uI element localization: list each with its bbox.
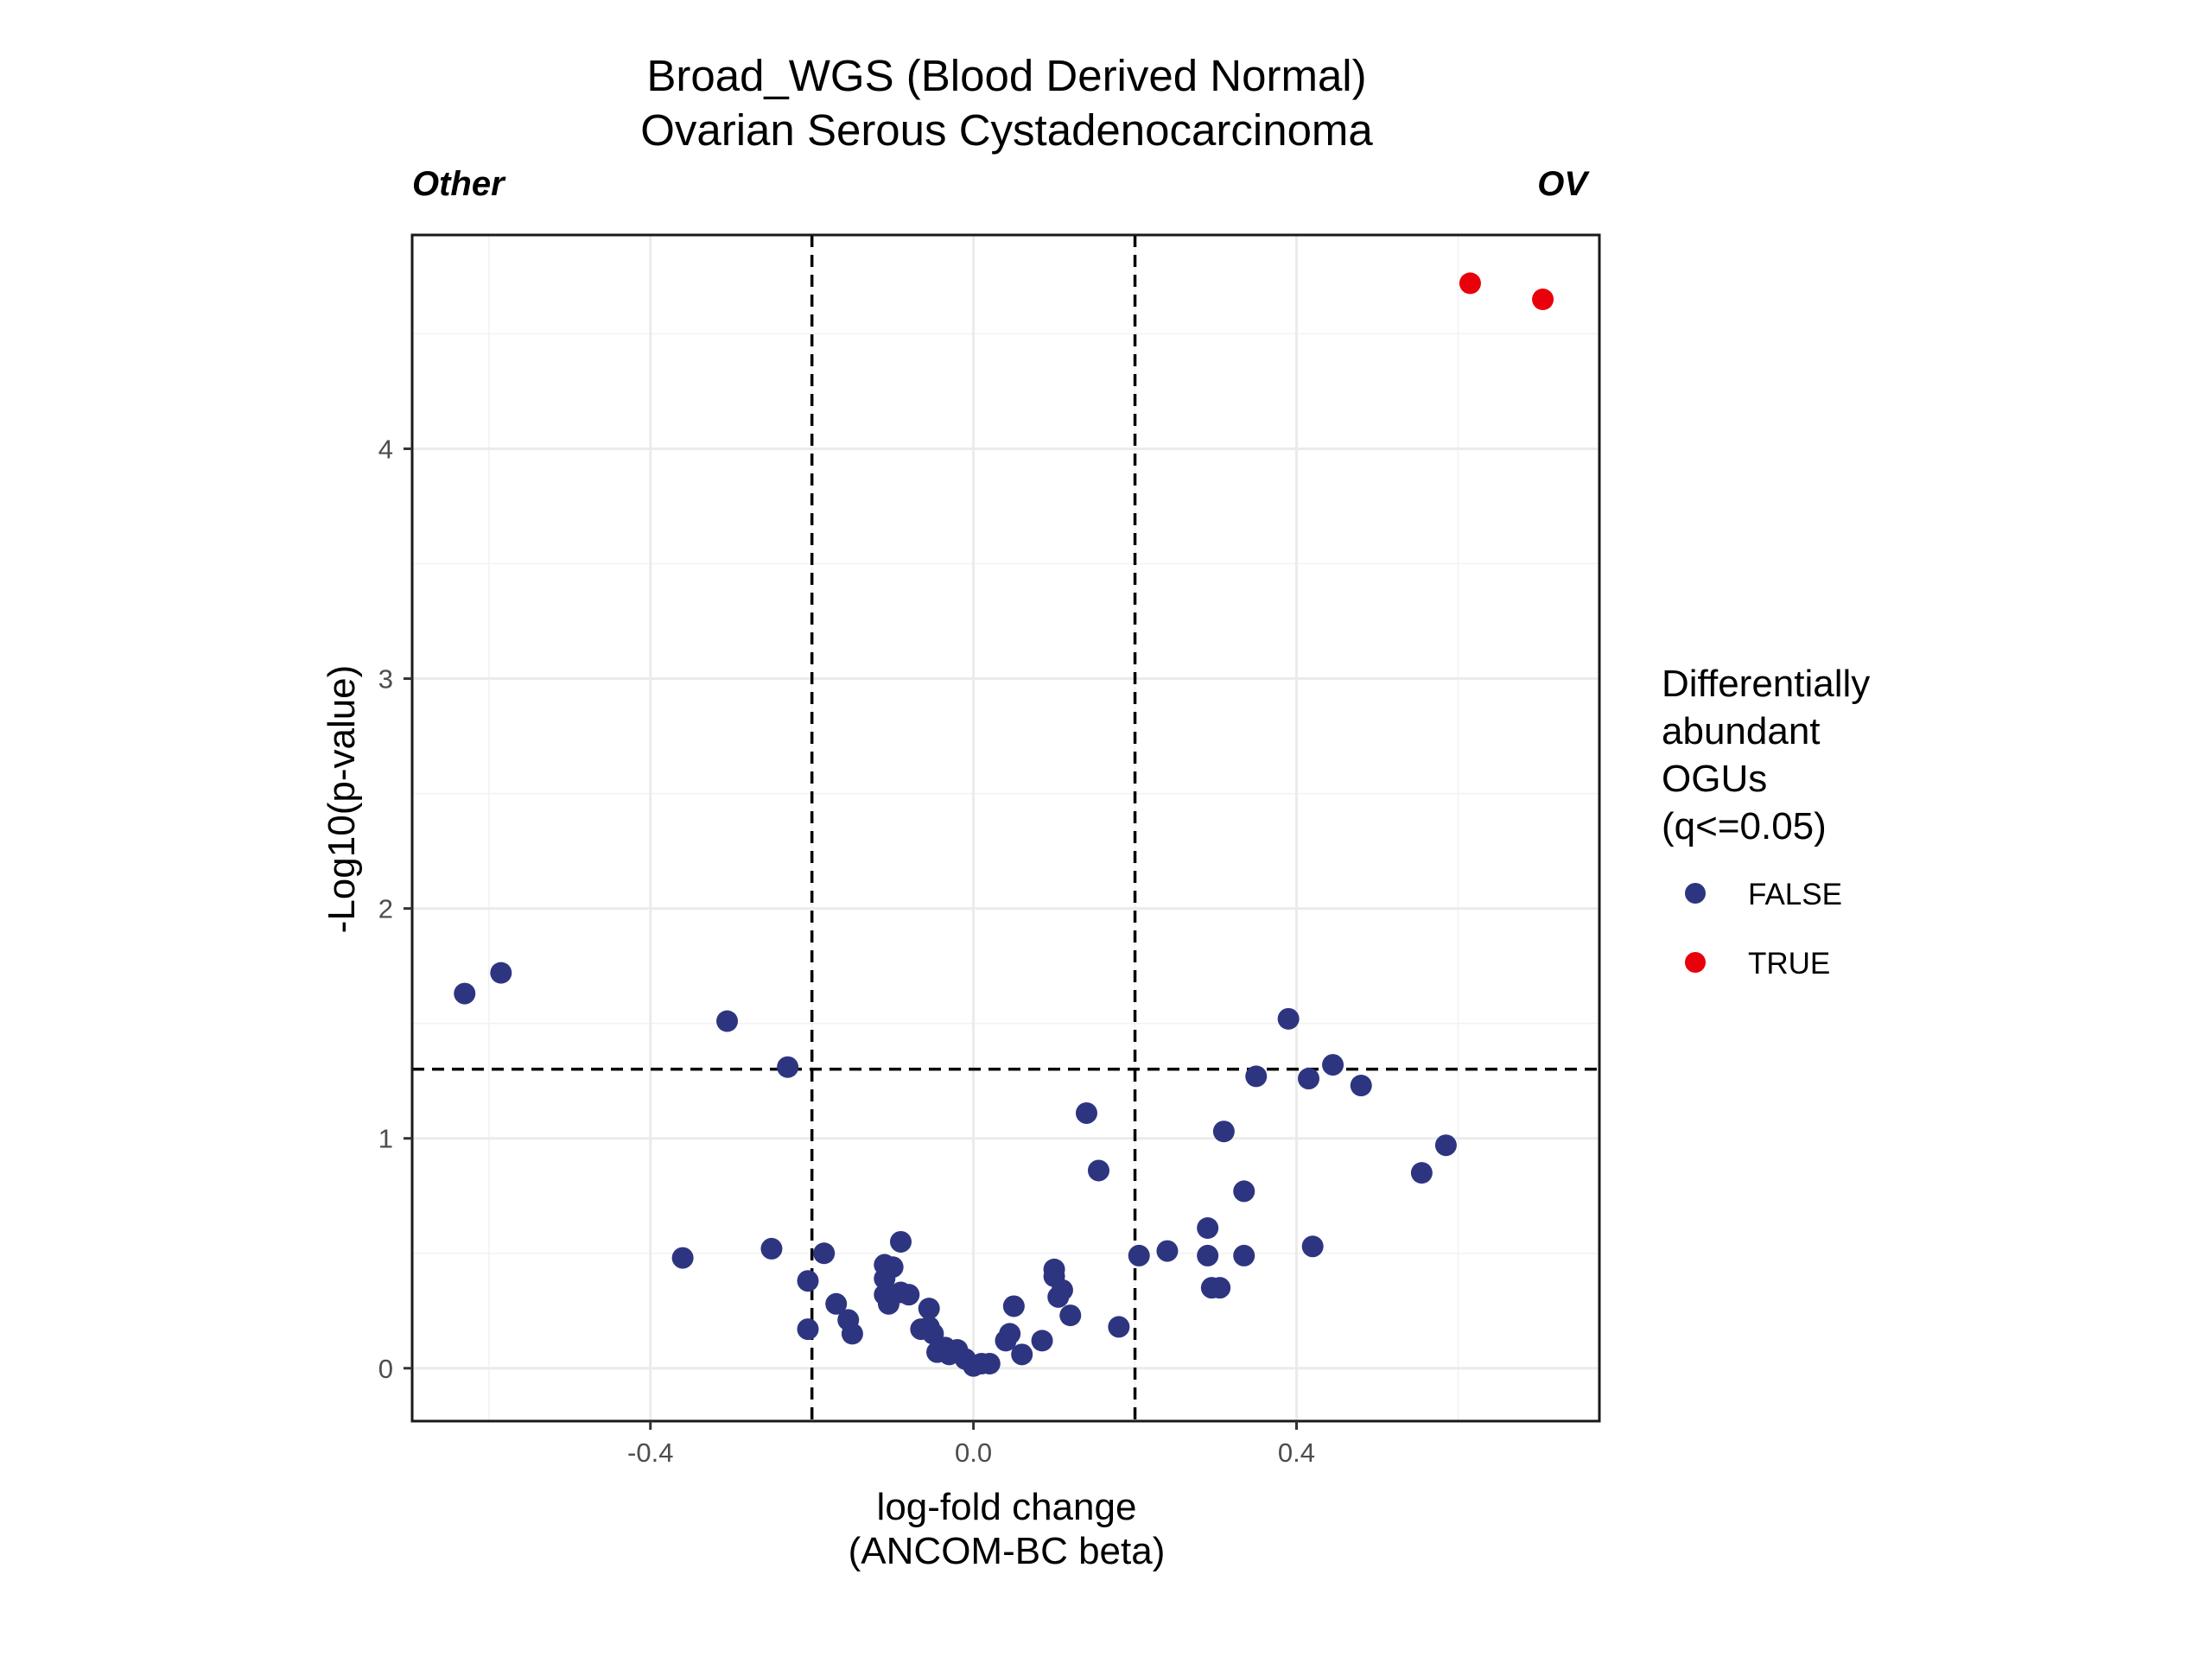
data-point-false [1128, 1244, 1150, 1266]
chart-subtitle: Ovarian Serous Cystadenocarcinoma [640, 105, 1373, 155]
data-point-false [1031, 1330, 1053, 1352]
legend-key-false [1685, 883, 1706, 904]
data-point-false [978, 1352, 1001, 1374]
data-point-false [490, 962, 512, 984]
y-axis: 0 1 2 3 4 [378, 434, 412, 1384]
chart-title: Broad_WGS (Blood Derived Normal) [646, 51, 1366, 100]
data-point-false [918, 1298, 940, 1320]
data-point-false [1322, 1054, 1344, 1076]
data-point-false [797, 1318, 819, 1341]
data-point-false [1156, 1240, 1179, 1262]
data-point-false [999, 1323, 1021, 1345]
x-axis-title-line2: (ANCOM-BC beta) [849, 1530, 1166, 1572]
legend-title-line1: Differentially [1662, 663, 1870, 705]
y-tick-label: 0 [378, 1354, 393, 1384]
legend-title-line4: (q<=0.05) [1662, 805, 1827, 847]
data-point-false [1197, 1216, 1219, 1239]
data-point-false [1212, 1120, 1235, 1143]
data-point-false [1209, 1277, 1231, 1299]
data-point-false [1075, 1101, 1097, 1124]
data-point-false [1197, 1244, 1219, 1266]
legend-title-line2: abundant [1662, 710, 1821, 752]
data-point-false [777, 1056, 799, 1078]
data-point-false [1233, 1180, 1255, 1203]
legend-title-line3: OGUs [1662, 758, 1767, 800]
data-point-false [716, 1010, 739, 1032]
y-tick-label: 1 [378, 1124, 393, 1154]
data-point-false [1087, 1159, 1109, 1182]
x-tick-label: 0.0 [955, 1438, 992, 1468]
data-point-false [841, 1323, 863, 1345]
y-tick-label: 2 [378, 894, 393, 924]
legend: Differentially abundant OGUs (q<=0.05) F… [1662, 663, 1870, 981]
grid-lines [412, 235, 1599, 1421]
data-point-false [1298, 1068, 1320, 1090]
panel-border [410, 233, 1601, 1423]
data-point-false [898, 1284, 920, 1306]
data-point-false [797, 1270, 819, 1292]
x-tick-label: -0.4 [627, 1438, 673, 1468]
data-point-false [1277, 1007, 1300, 1030]
y-tick-label: 3 [378, 664, 393, 695]
data-point-false [671, 1247, 694, 1269]
data-point-false [1350, 1075, 1372, 1097]
data-point-false [874, 1267, 896, 1290]
data-point-false [1011, 1343, 1033, 1366]
plot-panel [410, 233, 1601, 1423]
data-point-true [1532, 289, 1554, 311]
data-point-false [760, 1237, 783, 1260]
x-axis-title-line1: log-fold change [877, 1486, 1137, 1528]
data-point-false [1059, 1304, 1082, 1327]
data-point-false [1002, 1295, 1025, 1317]
data-point-false [454, 982, 476, 1005]
left-group-label: Other [412, 165, 506, 203]
legend-key-true [1685, 952, 1706, 973]
x-tick-label: 0.4 [1278, 1438, 1315, 1468]
right-group-label: OV [1537, 165, 1590, 203]
data-point-false [1051, 1279, 1073, 1301]
data-point-false [825, 1292, 848, 1315]
y-axis-title: -Log10(p-value) [321, 665, 363, 934]
data-points [454, 272, 1554, 1377]
data-point-false [1301, 1235, 1324, 1258]
data-point-false [1108, 1316, 1130, 1338]
data-point-false [813, 1242, 836, 1265]
x-axis: -0.4 0.0 0.4 [627, 1421, 1315, 1468]
legend-label-true: TRUE [1748, 947, 1830, 981]
data-point-false [1233, 1244, 1255, 1266]
data-point-false [1245, 1065, 1268, 1088]
data-point-true [1459, 272, 1481, 295]
legend-label-false: FALSE [1748, 878, 1842, 911]
data-point-false [1410, 1162, 1433, 1184]
y-tick-label: 4 [378, 434, 393, 464]
data-point-false [1434, 1134, 1457, 1157]
data-point-false [889, 1230, 912, 1253]
